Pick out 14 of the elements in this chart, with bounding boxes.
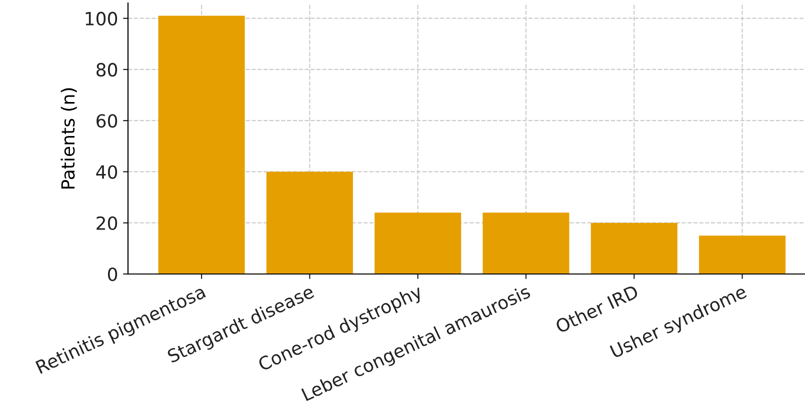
bar: [266, 172, 353, 274]
bar: [482, 212, 570, 274]
y-axis-title: Patients (n): [60, 88, 77, 188]
y-tick-label: 100: [86, 12, 118, 26]
bar: [590, 222, 678, 274]
x-tick-label: Other IRD: [554, 284, 640, 334]
y-tick-label: 60: [96, 114, 118, 128]
bar: [374, 212, 462, 274]
y-tick-label: 20: [96, 216, 118, 230]
y-tick-label: 40: [96, 165, 118, 179]
bar: [158, 16, 245, 274]
y-tick-label: 0: [108, 267, 118, 282]
y-tick-label: 80: [96, 62, 118, 77]
bar: [699, 236, 786, 274]
